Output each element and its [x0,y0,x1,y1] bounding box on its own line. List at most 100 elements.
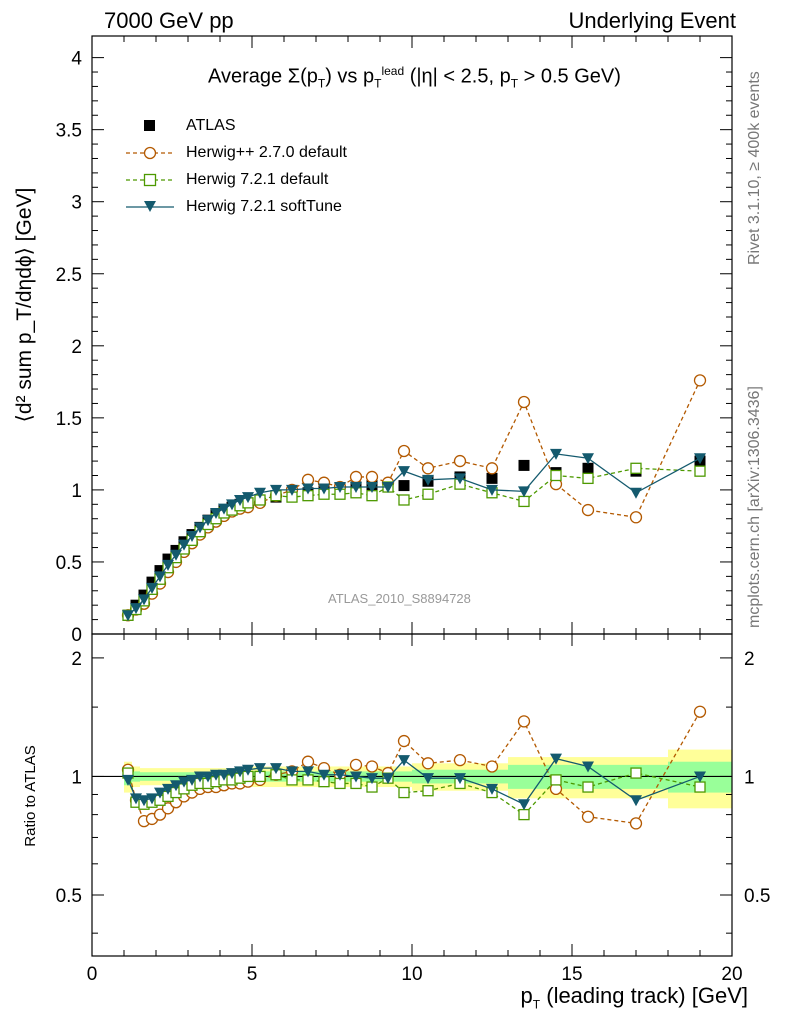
point-3-33 [694,771,706,783]
point-3-25 [398,466,410,478]
ratio-ytick-label-1: 1 [71,767,82,788]
point-1-19 [301,755,315,768]
point-1-27 [453,754,467,767]
point-2-32 [630,462,642,474]
legend-item-softtune: Herwig 7.2.1 softTune [124,193,347,220]
legend-marker-atlas [144,119,155,131]
point-3-29 [518,486,530,498]
point-3-20 [318,483,330,495]
title-psub3: T [510,76,519,91]
point-1-23 [365,470,379,484]
point-3-9 [194,522,206,534]
point-2-31 [582,472,594,485]
point-1-4 [153,808,167,821]
point-0-25 [398,480,410,492]
point-3-6 [170,780,182,792]
point-2-29 [518,495,530,508]
title-sigma: Σ [287,65,301,88]
main-ytick-label-4: 2 [71,337,82,358]
ratio-ytick-label-0: 0.5 [56,886,82,907]
title-mid: ) vs p [325,65,375,88]
x-axis-label: pT (leading track) [GeV] [521,983,748,1011]
point-3-18 [286,766,298,778]
point-3-8 [186,531,198,543]
point-1-23 [365,760,379,773]
main-ytick-label-5: 2.5 [56,265,82,286]
series-line-2 [127,467,701,616]
ratio-ytick-label-right-0: 0.5 [744,886,770,907]
xtick-label-2: 10 [401,964,422,985]
title-prefix: Average [208,65,288,88]
point-3-11 [210,769,222,781]
point-3-17 [270,763,282,775]
point-1-25 [397,734,411,748]
point-3-17 [270,484,282,496]
point-3-26 [422,773,434,785]
point-3-15 [242,764,254,776]
title-psup2: lead [381,64,405,78]
title-psub2: T [374,76,382,91]
point-1-28 [485,760,499,773]
legend-item-herwig721: Herwig 7.2.1 default [124,166,347,193]
point-3-10 [202,771,214,783]
main-ytick-label-8: 4 [71,49,82,70]
series-line-1 [127,380,701,616]
point-1-22 [349,758,363,772]
point-3-5 [162,559,174,571]
point-3-33 [694,453,706,465]
point-3-28 [486,484,498,496]
point-3-27 [454,773,466,785]
point-3-13 [226,768,238,780]
main-ytick-label-1: 0.5 [56,553,82,574]
point-3-21 [334,482,346,494]
main-ytick-label-6: 3 [71,193,82,214]
header-left: 7000 GeV pp [104,8,234,33]
point-1-32 [629,817,643,830]
legend-marker-herwig721 [126,173,174,186]
point-1-31 [581,810,595,823]
x-ticks: 0 5 10 15 20 [87,36,743,985]
point-0-5 [162,553,174,565]
point-3-20 [318,769,330,781]
point-3-30 [550,753,562,765]
x-label-rest: (leading track) [GeV] [540,983,748,1008]
point-3-31 [582,761,594,773]
series-line-2 [127,772,701,816]
point-3-19 [302,766,314,778]
main-panel: 0 0.5 1 1.5 2 2.5 3 3.5 4 [56,35,733,646]
point-3-14 [234,494,246,506]
point-2-25 [398,494,410,506]
point-3-26 [422,474,434,486]
point-3-29 [518,799,530,811]
point-3-19 [302,483,314,495]
main-series [121,374,707,622]
ratio-ytick-label-2: 2 [71,649,82,670]
point-3-0 [122,610,134,622]
point-1-32 [629,511,643,524]
point-2-25 [398,786,410,799]
point-3-12 [218,769,230,781]
main-y-ticks: 0 0.5 1 1.5 2 2.5 3 3.5 4 [56,49,732,646]
point-2-30 [550,774,562,786]
legend-marker-softtune [126,200,174,212]
point-1-33 [693,374,707,387]
point-1-29 [517,715,531,728]
point-2-29 [518,808,530,821]
y-axis-label-ratio: Ratio to ATLAS [22,745,39,847]
point-3-9 [194,771,206,783]
rivet-label: Rivet 3.1.10, ≥ 400k events [746,71,763,265]
point-3-31 [582,453,594,465]
point-3-15 [242,492,254,504]
legend: ATLAS Herwig++ 2.7.0 default Herwig 7.2.… [124,112,347,220]
title-end: > 0.5 GeV) [518,65,621,88]
point-2-30 [550,469,562,482]
x-label-sub: T [532,997,541,1012]
point-3-2 [138,795,150,807]
ratio-ytick-label-right-2: 2 [744,649,755,670]
legend-label-herwigpp: Herwig++ 2.7.0 default [186,143,347,161]
title-p: (p [300,65,318,88]
point-3-28 [486,783,498,795]
point-3-14 [234,766,246,778]
point-3-4 [154,571,166,583]
